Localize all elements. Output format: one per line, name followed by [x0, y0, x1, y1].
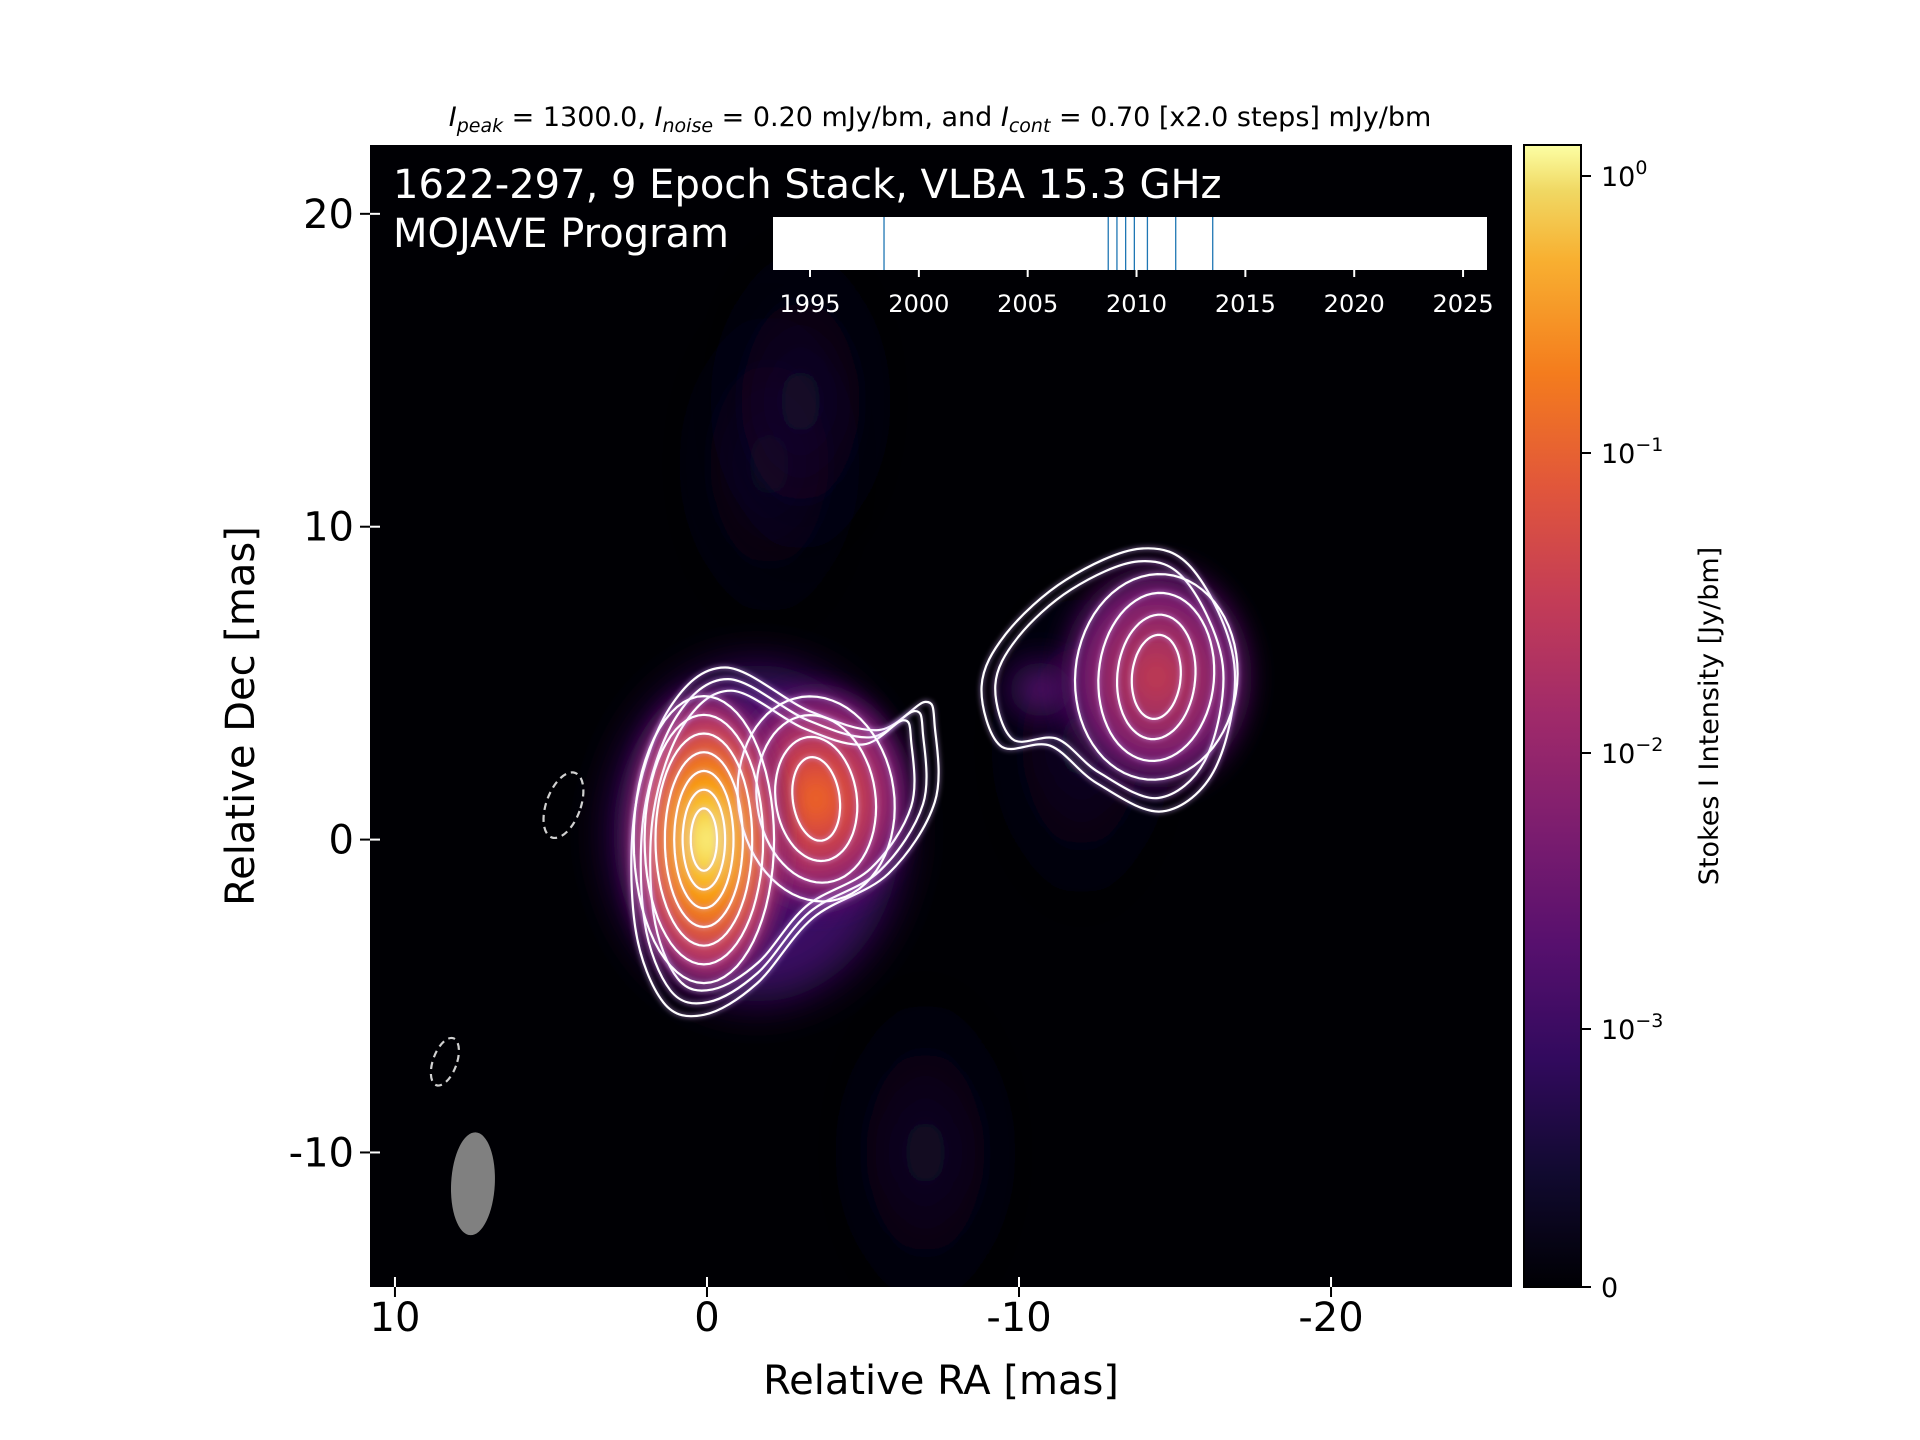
x-tick-label: -10 [986, 1295, 1051, 1341]
x-axis-label: Relative RA [mas] [763, 1358, 1119, 1404]
i-noise-value: = 0.20 mJy/bm, and [713, 102, 1001, 133]
timeline-tick-label: 1995 [779, 290, 840, 318]
colorbar-tick-label: 10−2 [1601, 734, 1663, 770]
timeline-tick-label: 2025 [1433, 290, 1494, 318]
outer-jet-feature [1050, 552, 1263, 802]
y-tick-label: 20 [303, 192, 354, 238]
i-cont-value: = 0.70 [x2.0 steps] mJy/bm [1050, 102, 1431, 133]
colorbar-tick-label: 10−3 [1601, 1010, 1663, 1046]
contour-core-level-1 [632, 694, 776, 985]
colorbar-gradient [1523, 144, 1582, 1288]
i-noise-subscript: noise [663, 115, 714, 137]
timeline-tick-label: 2020 [1324, 290, 1385, 318]
beam-layer [450, 1132, 495, 1236]
contour-core-level-3 [654, 732, 754, 947]
contour-core-level-2 [643, 713, 765, 966]
contour-main-level-2 [639, 677, 928, 1005]
contour-core-level-5 [673, 769, 735, 910]
i-cont-symbol: I [1001, 102, 1009, 133]
i-cont-subscript: cont [1009, 115, 1052, 137]
i-peak-symbol: I [449, 102, 457, 133]
chart-header: Ipeak = 1300.0, Inoise = 0.20 mJy/bm, an… [449, 102, 1432, 137]
contour-outer-level-2 [994, 560, 1225, 800]
overlay-title-line2: MOJAVE Program [393, 211, 729, 257]
i-peak-subscript: peak [456, 115, 504, 137]
negative-contour [542, 771, 585, 840]
contour-outer-inner-3 [1116, 613, 1197, 741]
timeline-tick-label: 2000 [888, 290, 949, 318]
y-axis-label: Relative Dec [mas] [218, 526, 264, 906]
contour-main-level-1 [630, 666, 940, 1018]
beam-ellipse [450, 1132, 495, 1236]
timeline-box [773, 217, 1487, 270]
intensity-map [613, 183, 1263, 1287]
x-tick-label: 0 [694, 1295, 719, 1341]
timeline-tick-label: 2015 [1215, 290, 1276, 318]
i-noise-symbol: I [655, 102, 663, 133]
contour-outer-inner-4 [1130, 633, 1182, 720]
colorbar-ticks: 0 10−3 10−2 10−1 100 [1581, 157, 1663, 1304]
x-tick-label: 10 [370, 1295, 421, 1341]
colorbar-label: Stokes I Intensity [Jy/bm] [1694, 547, 1725, 885]
timeline-tick-label: 2005 [997, 290, 1058, 318]
contour-core-level-6 [681, 788, 727, 891]
epoch-timeline: 1995 2000 2005 2010 2015 2020 2025 [773, 217, 1494, 318]
y-tick-label: 10 [303, 505, 354, 551]
y-tick-label: 0 [329, 818, 354, 864]
contour-outer-inner-2 [1097, 591, 1216, 763]
colorbar-tick-label: 100 [1601, 157, 1647, 193]
overlay-title-line1: 1622-297, 9 Epoch Stack, VLBA 15.3 GHz [393, 162, 1222, 208]
contour-core-level-7 [689, 807, 719, 872]
contour-layer [628, 545, 1241, 1019]
contour-core-level-4 [663, 751, 745, 929]
background-haze [800, 934, 1051, 1287]
colorbar-tick-label: 0 [1601, 1273, 1618, 1304]
x-tick-label: -20 [1298, 1295, 1363, 1341]
colorbar: 0 10−3 10−2 10−1 100 Stokes I Intensity [Jy/… [1523, 144, 1725, 1304]
background-haze [675, 183, 926, 620]
contour-knot-level-3 [773, 735, 859, 863]
contour-knot-level-4 [791, 755, 842, 842]
timeline-tick-label: 2010 [1106, 290, 1167, 318]
contour-knot-level-2 [755, 713, 878, 884]
y-tick-label: -10 [289, 1130, 354, 1176]
x-axis: 10 0 -10 -20 [370, 1277, 1364, 1341]
y-axis: 20 10 0 -10 [289, 192, 380, 1176]
contour-outer-inner-1 [1073, 572, 1239, 781]
i-peak-value: = 1300.0, [503, 102, 654, 133]
colorbar-tick-label: 10−1 [1601, 434, 1663, 470]
